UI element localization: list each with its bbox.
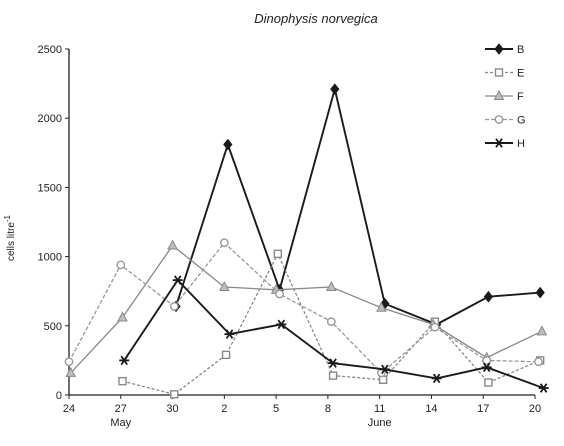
asterisk-stroke — [225, 329, 234, 339]
x-tick-label: 2 — [221, 403, 227, 415]
asterisk-stroke — [432, 373, 441, 384]
asterisk-stroke — [329, 358, 337, 368]
data-point-square — [118, 376, 127, 386]
data-point-circle — [219, 238, 229, 248]
data-point-diamond — [330, 83, 340, 95]
y-tick-label: 2000 — [38, 113, 62, 125]
legend-label: H — [517, 138, 525, 150]
data-point-circle — [534, 357, 543, 367]
y-axis-label-text: cells litre — [6, 222, 17, 261]
series-line-B — [175, 88, 541, 326]
asterisk-stroke — [539, 383, 548, 393]
y-axis-label: cells litre-1 — [3, 214, 17, 261]
series-F — [65, 239, 548, 377]
x-tick-label: 24 — [63, 403, 75, 415]
asterisk-stroke — [381, 364, 389, 375]
data-point-asterisk — [224, 329, 235, 339]
series-G — [64, 238, 543, 378]
data-point-circle — [494, 115, 504, 124]
axes: 0 500 1000 1500 2000 2500 24 27 30 2 5 8 11 14 17 20 May… — [38, 44, 542, 429]
series-B — [171, 83, 545, 331]
data-point-asterisk — [119, 355, 130, 366]
data-point-diamond — [483, 290, 494, 303]
data-point-square — [378, 375, 388, 384]
legend-label: B — [517, 44, 524, 56]
x-tick-label: 8 — [325, 403, 331, 415]
data-point-triangle — [65, 366, 77, 377]
asterisk-stroke — [173, 275, 182, 285]
x-tick-label: 5 — [273, 403, 279, 415]
data-point-triangle — [376, 301, 387, 312]
x-tick-label: 17 — [477, 403, 489, 415]
series-H — [119, 275, 549, 393]
data-point-square — [273, 249, 283, 259]
y-tick-label: 0 — [56, 390, 62, 402]
y-axis-label-sup: -1 — [3, 214, 12, 222]
legend-label: E — [517, 68, 524, 80]
x-tick-label: 14 — [425, 403, 437, 415]
x-tick-label: 20 — [529, 403, 541, 415]
legend-label: G — [517, 115, 526, 127]
data-point-asterisk — [494, 138, 504, 148]
chart-title: Dinophysis norvegica — [254, 11, 378, 26]
data-point-diamond — [494, 43, 504, 55]
legend-item-H: H — [485, 138, 525, 150]
asterisk-stroke — [120, 355, 128, 366]
data-point-square — [221, 350, 231, 360]
x-tick-label: 27 — [115, 403, 127, 415]
data-point-square — [494, 68, 504, 77]
data-point-circle — [64, 357, 74, 367]
data-point-asterisk — [379, 364, 390, 375]
data-point-asterisk — [481, 362, 492, 373]
x-month-label: May — [110, 417, 131, 429]
data-point-diamond — [535, 286, 545, 299]
y-tick-label: 1500 — [38, 182, 62, 194]
series-line-F — [70, 244, 543, 374]
data-point-asterisk — [276, 319, 287, 330]
y-tick-label: 500 — [44, 321, 62, 333]
data-point-square — [484, 378, 493, 387]
x-tick-label: 11 — [374, 403, 385, 415]
data-point-square — [328, 371, 338, 380]
data-point-circle — [482, 355, 492, 365]
asterisk-stroke — [482, 362, 491, 373]
data-point-circle — [169, 302, 179, 311]
data-point-asterisk — [431, 373, 442, 384]
y-tick-label: 1000 — [38, 252, 62, 264]
y-tick-label: 2500 — [38, 44, 62, 56]
legend-item-E: E — [485, 68, 524, 80]
data-point-asterisk — [538, 383, 549, 393]
data-point-circle — [275, 289, 284, 299]
data-point-circle — [430, 322, 440, 332]
series-line-G — [68, 241, 539, 374]
data-point-triangle — [493, 89, 505, 100]
data-point-asterisk — [328, 358, 339, 368]
x-month-label: June — [368, 417, 392, 429]
data-point-asterisk — [172, 275, 183, 285]
legend-item-F: F — [485, 89, 524, 103]
legend-item-B: B — [485, 43, 524, 56]
data-point-square — [170, 390, 179, 399]
series-layer — [64, 83, 549, 399]
data-point-triangle — [117, 311, 128, 322]
data-point-diamond — [223, 138, 233, 151]
data-point-triangle — [167, 239, 178, 250]
data-point-triangle — [219, 280, 230, 292]
data-point-triangle — [536, 325, 548, 336]
data-point-triangle — [326, 280, 337, 292]
data-point-circle — [116, 260, 126, 270]
legend-label: F — [517, 91, 524, 103]
legend-item-G: G — [485, 115, 526, 127]
data-point-circle — [326, 317, 336, 327]
asterisk-stroke — [495, 138, 503, 148]
x-tick-label: 30 — [166, 403, 178, 415]
asterisk-stroke — [277, 319, 286, 330]
